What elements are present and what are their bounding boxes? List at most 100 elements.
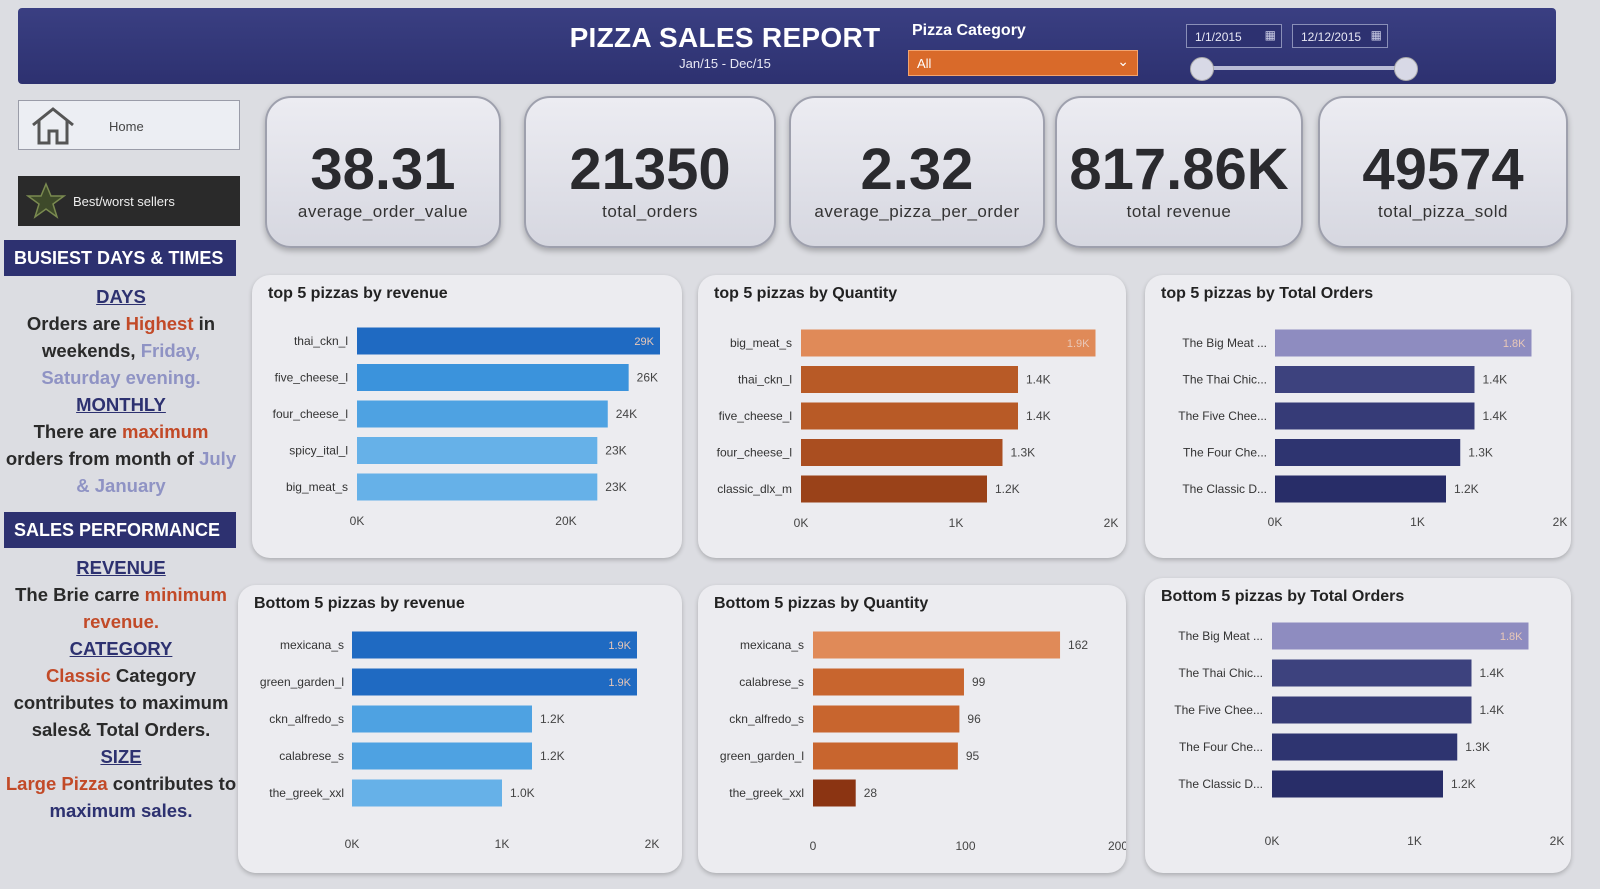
date-start-input[interactable]: 1/1/2015 ▦ [1186, 24, 1282, 48]
bar-category-label: mexicana_s [740, 638, 804, 652]
kpi-label: average_pizza_per_order [814, 202, 1020, 221]
bar [357, 364, 629, 391]
kpi-value: 38.31 [310, 137, 456, 202]
chart-top5-quantity: top 5 pizzas by Quantity big_meat_s 1.9K t… [698, 275, 1126, 558]
chart-title: Bottom 5 pizzas by Quantity [714, 595, 929, 612]
chart-title: Bottom 5 pizzas by revenue [254, 595, 465, 612]
days-text: Orders are Highest in weekends, Friday, … [26, 313, 216, 388]
axis-tick-label: 0K [350, 514, 365, 528]
bar-category-label: The Classic D... [1178, 777, 1263, 791]
axis-tick-label: 2K [645, 837, 660, 851]
report-title: PIZZA SALES REPORT [569, 22, 881, 53]
bar-category-label: thai_ckn_l [738, 373, 792, 387]
bar-value-label: 29K [634, 336, 654, 348]
bar-category-label: big_meat_s [730, 336, 792, 350]
bar-category-label: calabrese_s [739, 675, 804, 689]
chart-title: Bottom 5 pizzas by Total Orders [1161, 588, 1405, 605]
date-range-slider[interactable] [1200, 66, 1406, 70]
bar [801, 475, 987, 503]
kpi-card-average-pizza-per-order: 2.32 average_pizza_per_order [789, 96, 1045, 248]
kpi-card-total-revenue: 817.86K total revenue [1055, 96, 1303, 248]
bar [352, 668, 637, 696]
bar [1272, 733, 1458, 761]
bar-chart-svg: mexicana_s 1.9K green_garden_l 1.9K ckn_alfr… [260, 631, 660, 851]
axis-tick-label: 2K [1553, 515, 1568, 529]
bar [1272, 659, 1472, 687]
kpi-value: 21350 [569, 137, 731, 202]
bar-value-label: 26K [637, 371, 658, 385]
bar-category-label: The Four Che... [1179, 740, 1263, 754]
bar-category-label: classic_dlx_m [717, 482, 792, 496]
bar [357, 473, 598, 501]
date-end-input[interactable]: 12/12/2015 ▦ [1292, 24, 1388, 48]
slider-end-handle[interactable] [1394, 57, 1418, 81]
kpi-card-total-orders: 21350 total_orders [524, 96, 776, 248]
axis-tick-label: 1K [495, 837, 510, 851]
bar-value-label: 1.8K [1503, 338, 1526, 350]
revenue-title: REVENUE [76, 557, 166, 578]
bar-value-label: 96 [967, 712, 981, 726]
home-button[interactable]: Home [18, 100, 240, 150]
axis-tick-label: 2K [1104, 516, 1119, 530]
axis-tick-label: 100 [955, 839, 975, 853]
bar [813, 742, 958, 770]
bar-category-label: the_greek_xxl [269, 786, 344, 800]
date-start-value: 1/1/2015 [1195, 30, 1242, 44]
bar-value-label: 1.8K [1500, 631, 1523, 643]
chart-bottom5-revenue: Bottom 5 pizzas by revenue mexicana_s 1.9… [238, 585, 682, 873]
bar-chart-svg: The Big Meat ... 1.8K The Thai Chic... 1.4K… [1178, 329, 1568, 529]
busiest-days-heading: BUSIEST DAYS & TIMES [4, 240, 236, 276]
pizza-category-value: All [917, 56, 932, 71]
best-worst-sellers-button[interactable]: Best/worst sellers [18, 176, 240, 226]
bar-value-label: 1.4K [1026, 373, 1051, 387]
bar [801, 329, 1096, 357]
bar [813, 779, 856, 807]
bar [1272, 770, 1443, 798]
bar-category-label: calabrese_s [279, 749, 344, 763]
size-text: Large Pizza contributes to maximum sales… [5, 773, 237, 821]
bar-value-label: 1.2K [540, 749, 565, 763]
axis-tick-label: 2K [1550, 834, 1565, 848]
monthly-text: There are maximum orders from month of J… [5, 421, 237, 496]
bar [1275, 329, 1532, 357]
bar [801, 402, 1018, 430]
bar-chart-svg: big_meat_s 1.9K thai_ckn_l 1.4K five_cheese_… [717, 329, 1119, 530]
bar [352, 631, 637, 659]
bar-category-label: The Five Chee... [1178, 409, 1267, 423]
busiest-days-notes: DAYS Orders are Highest in weekends, Fri… [4, 283, 238, 499]
bar-value-label: 23K [605, 444, 626, 458]
revenue-text: The Brie carre minimum revenue. [15, 584, 227, 632]
bar-category-label: The Thai Chic... [1179, 666, 1263, 680]
date-end-value: 12/12/2015 [1301, 30, 1362, 44]
chart-top5-revenue: top 5 pizzas by revenue thai_ckn_l 29K fiv… [252, 275, 682, 558]
bar-category-label: spicy_ital_l [289, 444, 348, 458]
bar [357, 327, 660, 355]
kpi-label: total_pizza_sold [1378, 202, 1508, 221]
bar-category-label: mexicana_s [280, 638, 344, 652]
bar-value-label: 1.2K [1451, 777, 1476, 791]
bar-category-label: the_greek_xxl [729, 786, 804, 800]
bar-category-label: The Five Chee... [1174, 703, 1263, 717]
bar-value-label: 1.4K [1480, 666, 1505, 680]
best-worst-label: Best/worst sellers [73, 194, 175, 209]
bar [1275, 402, 1475, 430]
bar-value-label: 1.4K [1483, 409, 1508, 423]
bar-value-label: 1.2K [995, 482, 1020, 496]
axis-tick-label: 0K [1268, 515, 1283, 529]
pizza-category-label: Pizza Category [912, 22, 1026, 39]
kpi-label: average_order_value [297, 202, 469, 221]
kpi-card-average-order-value: 38.31 average_order_value [265, 96, 501, 248]
bar-value-label: 1.3K [1468, 446, 1493, 460]
bar [352, 779, 502, 807]
axis-tick-label: 0K [1265, 834, 1280, 848]
chart-title: top 5 pizzas by Quantity [714, 285, 898, 302]
kpi-value: 2.32 [860, 137, 974, 202]
bar-chart-svg: The Big Meat ... 1.8K The Thai Chic... 1.4K… [1174, 622, 1565, 848]
pizza-category-dropdown[interactable]: All ⌄ [908, 50, 1138, 76]
bar-category-label: green_garden_l [720, 749, 804, 763]
axis-tick-label: 0K [794, 516, 809, 530]
bar [1272, 696, 1472, 724]
slider-start-handle[interactable] [1190, 57, 1214, 81]
bar-value-label: 1.0K [510, 786, 535, 800]
bar-value-label: 1.9K [1067, 338, 1090, 350]
